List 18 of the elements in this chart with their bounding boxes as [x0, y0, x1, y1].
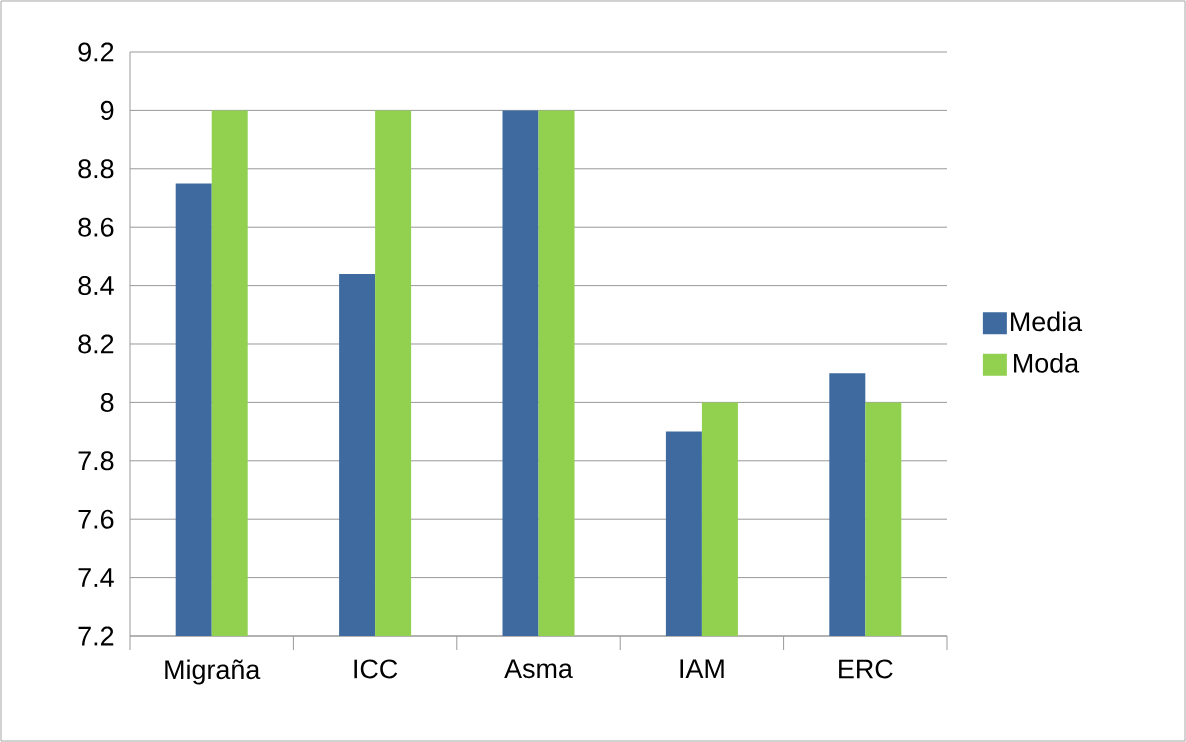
- y-tick-label: 8.8: [78, 159, 114, 179]
- y-tick-label: 7.8: [78, 451, 114, 471]
- y-tick-label: 9.2: [78, 42, 114, 62]
- x-tick-label: Migraña: [165, 659, 261, 685]
- y-tick-label: 7.4: [78, 568, 114, 587]
- y-tick-label: 8.4: [78, 276, 114, 296]
- x-tick-label: ICC: [354, 659, 398, 679]
- x-tick-label: IAM: [680, 659, 724, 678]
- y-tick-label: 9: [100, 100, 114, 120]
- y-tick-label: 7.2: [78, 626, 114, 646]
- x-tick-label: ERC: [839, 659, 893, 679]
- x-tick-label: Asma: [504, 659, 573, 679]
- legend-label: Moda: [1014, 352, 1080, 373]
- y-tick-label: 7.6: [78, 509, 114, 529]
- legend-label: Media: [1011, 311, 1083, 332]
- y-tick-label: 8.6: [78, 217, 114, 237]
- y-tick-label: 8.2: [78, 334, 114, 354]
- y-tick-label: 8: [100, 392, 114, 412]
